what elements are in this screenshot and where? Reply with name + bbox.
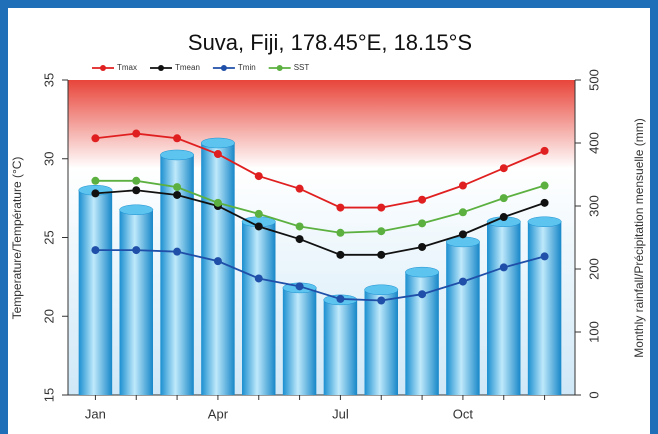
- bar: [201, 143, 235, 395]
- point: [213, 257, 222, 266]
- point: [458, 181, 467, 190]
- point: [418, 242, 427, 251]
- point: [213, 150, 222, 159]
- point: [173, 134, 182, 143]
- line: [95, 249, 545, 302]
- y2-tick-label: 500: [586, 69, 601, 91]
- point: [336, 250, 345, 259]
- bar: [119, 209, 153, 395]
- point: [254, 209, 263, 218]
- legend-label: Tmean: [175, 63, 200, 72]
- y2-tick-label: 300: [586, 195, 601, 217]
- point: [173, 247, 182, 256]
- point: [336, 294, 345, 303]
- line: [95, 189, 545, 256]
- bar-cap: [405, 266, 440, 278]
- legend-label: Tmin: [238, 63, 256, 72]
- point: [132, 176, 141, 185]
- bar: [282, 287, 317, 395]
- point: [213, 198, 222, 207]
- point: [254, 222, 263, 231]
- point: [418, 195, 427, 204]
- bar: [446, 241, 480, 395]
- bar: [78, 190, 113, 395]
- point: [540, 198, 549, 207]
- y-tick-label: 30: [41, 152, 56, 166]
- point: [173, 190, 182, 199]
- chart-title: Suva, Fiji, 178.45°E, 18.15°S: [188, 30, 472, 55]
- y2-axis-label: Monthly rainfall/Précipitation mensuelle…: [632, 118, 646, 357]
- point: [499, 164, 508, 173]
- y2-tick-label: 400: [586, 132, 601, 154]
- bar: [527, 221, 562, 395]
- point: [377, 296, 386, 305]
- point: [458, 230, 467, 239]
- point: [499, 263, 508, 272]
- point: [336, 228, 345, 237]
- point: [132, 186, 141, 195]
- point: [418, 290, 427, 299]
- bar-cap: [119, 204, 154, 216]
- point: [540, 146, 549, 155]
- x-tick-label: Apr: [208, 406, 229, 421]
- legend-label: Tmax: [117, 63, 137, 72]
- y-tick-label: 25: [41, 230, 56, 244]
- point: [91, 246, 100, 255]
- point: [458, 208, 467, 217]
- x-tick-label: Jan: [85, 406, 106, 421]
- legend-marker: [158, 65, 164, 71]
- point: [254, 274, 263, 283]
- bar-cap: [200, 137, 235, 149]
- point: [295, 222, 304, 231]
- point: [254, 172, 263, 181]
- y-axis-label: Temperature/Température (°C): [10, 157, 24, 320]
- point: [295, 235, 304, 244]
- bar: [364, 289, 398, 395]
- point: [499, 194, 508, 203]
- point: [499, 213, 508, 222]
- y-tick-label: 20: [41, 309, 56, 323]
- legend-marker: [100, 65, 106, 71]
- y2-tick-label: 200: [586, 258, 601, 280]
- bar-cap: [527, 216, 562, 227]
- point: [173, 183, 182, 192]
- point: [377, 203, 386, 212]
- y-tick-label: 35: [41, 73, 56, 87]
- legend-marker: [220, 65, 227, 71]
- y-tick-label: 15: [41, 388, 56, 402]
- y2-tick-label: 0: [586, 391, 601, 398]
- point: [458, 277, 467, 286]
- x-tick-label: Jul: [332, 406, 349, 421]
- bar: [242, 221, 276, 395]
- point: [132, 129, 141, 138]
- legend-label: SST: [294, 63, 310, 72]
- y2-tick-label: 100: [586, 321, 601, 343]
- point: [91, 176, 100, 185]
- point: [295, 282, 304, 291]
- point: [377, 227, 386, 236]
- bar: [323, 299, 358, 395]
- point: [540, 252, 549, 261]
- point: [91, 134, 100, 143]
- point: [336, 203, 345, 212]
- point: [418, 219, 427, 228]
- x-tick-label: Oct: [453, 406, 474, 421]
- bar-cap: [364, 284, 399, 296]
- point: [540, 181, 549, 190]
- point: [295, 184, 304, 193]
- point: [91, 189, 100, 198]
- legend-marker: [276, 65, 283, 71]
- bar-cap: [160, 149, 195, 161]
- bar: [487, 221, 521, 395]
- line: [95, 132, 545, 209]
- point: [377, 250, 386, 259]
- point: [132, 246, 141, 255]
- line: [95, 179, 545, 234]
